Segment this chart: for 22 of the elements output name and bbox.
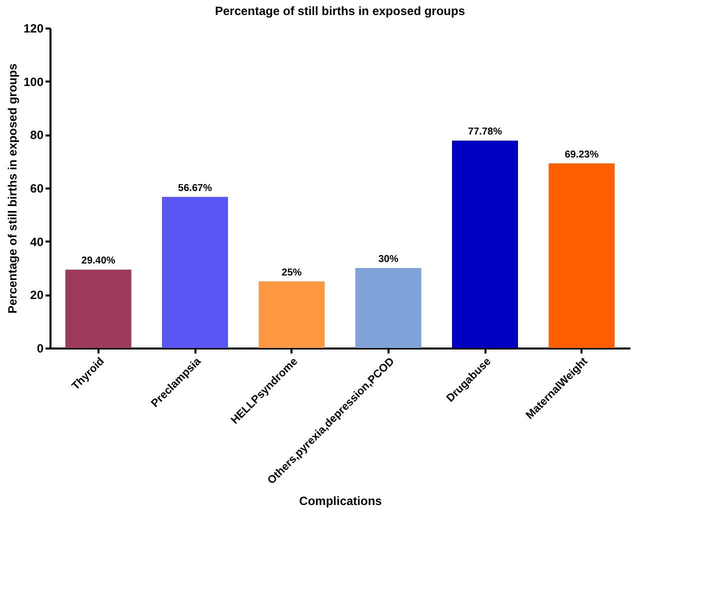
y-tick-label: 20 — [30, 288, 44, 302]
data-label: 69.23% — [564, 149, 599, 160]
data-label: 56.67% — [178, 182, 212, 194]
data-label: 25% — [282, 267, 302, 278]
y-tick-label: 100 — [23, 74, 44, 89]
bar — [258, 281, 325, 348]
bar — [452, 140, 518, 348]
y-tick-label: 0 — [36, 342, 44, 356]
x-axis-title: Complications — [299, 494, 382, 508]
y-tick-label: 40 — [30, 234, 44, 249]
data-label: 30% — [378, 254, 398, 265]
data-label: 77.78% — [468, 126, 502, 138]
bar — [548, 163, 615, 348]
y-tick-label: 60 — [30, 182, 44, 196]
bar — [355, 268, 422, 348]
bar — [65, 270, 132, 348]
y-tick-label: 80 — [30, 128, 44, 142]
data-label: 29.40% — [81, 256, 116, 267]
y-axis-title: Percentage of still births in exposed groups — [5, 63, 20, 314]
bar — [162, 196, 228, 348]
y-tick-label: 120 — [23, 22, 44, 36]
chart-title: Percentage of still births in exposed groups — [214, 4, 466, 18]
